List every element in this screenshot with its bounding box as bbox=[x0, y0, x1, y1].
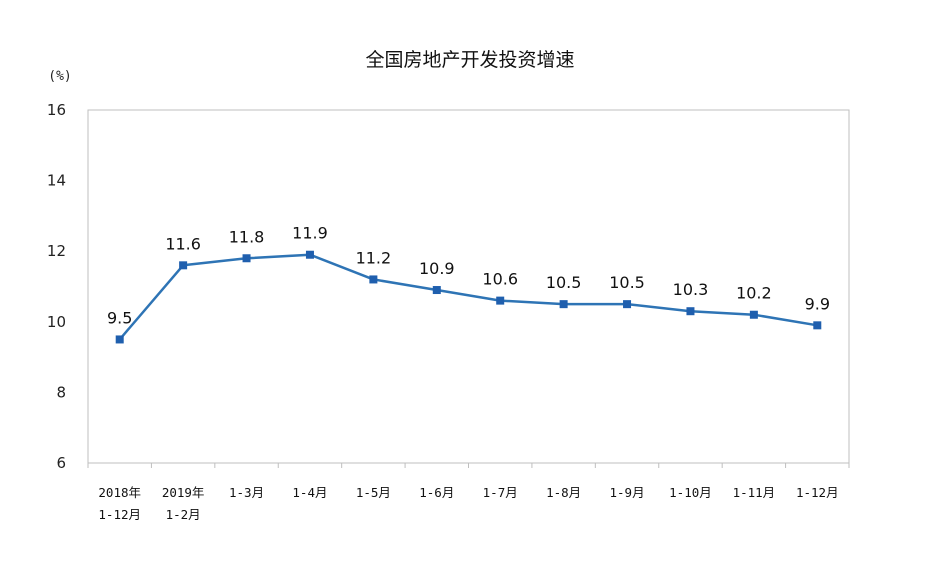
x-tick-label: 1-4月 bbox=[292, 485, 327, 500]
x-tick-label: 1-11月 bbox=[733, 485, 776, 500]
chart-title: 全国房地产开发投资增速 bbox=[365, 49, 574, 71]
x-tick-label: 1-5月 bbox=[356, 485, 391, 500]
data-point-marker bbox=[179, 261, 188, 270]
y-tick-label: 10 bbox=[47, 313, 66, 331]
data-label: 10.9 bbox=[419, 259, 455, 278]
data-point-marker bbox=[115, 335, 124, 344]
x-tick-label: 1-8月 bbox=[546, 485, 581, 500]
y-tick-label: 8 bbox=[56, 383, 66, 401]
data-point-marker bbox=[559, 300, 568, 309]
data-label: 9.9 bbox=[805, 294, 830, 313]
y-tick-label: 16 bbox=[47, 101, 66, 119]
x-tick-label: 1-7月 bbox=[483, 485, 518, 500]
data-label: 10.2 bbox=[736, 284, 772, 303]
x-tick-label: 1-12月 bbox=[98, 507, 141, 522]
data-point-marker bbox=[496, 296, 505, 305]
data-label: 11.2 bbox=[356, 248, 392, 267]
data-point-marker bbox=[686, 307, 695, 316]
series-group bbox=[115, 250, 822, 344]
data-point-marker bbox=[432, 286, 441, 295]
data-labels-group: 9.5 11.6 11.8 11.9 11.2 10.9 10.6 10.5 10.5 10.3 1… bbox=[107, 224, 830, 328]
data-label: 11.9 bbox=[292, 224, 328, 243]
series-line bbox=[118, 253, 818, 341]
x-tick-label: 1-2月 bbox=[166, 507, 201, 522]
x-tick-label: 1-3月 bbox=[229, 485, 264, 500]
y-axis-ticks: 6 8 10 12 14 16 bbox=[47, 101, 66, 472]
data-label: 10.3 bbox=[673, 280, 709, 299]
data-point-marker bbox=[305, 250, 314, 259]
data-point-marker bbox=[369, 275, 378, 284]
x-axis-ticks: 2018年 1-12月 2019年 1-2月 1-3月 1-4月 1-5月 1-6月 1-7月 1… bbox=[87, 463, 850, 522]
data-label: 11.6 bbox=[165, 234, 201, 253]
data-point-marker bbox=[749, 310, 758, 319]
data-point-marker bbox=[813, 321, 822, 330]
data-label: 9.5 bbox=[107, 308, 132, 327]
x-tick-label: 2019年 bbox=[162, 485, 205, 500]
data-label: 11.8 bbox=[229, 227, 265, 246]
data-point-marker bbox=[242, 254, 251, 263]
data-label: 10.5 bbox=[609, 273, 645, 292]
x-tick-label: 1-9月 bbox=[610, 485, 645, 500]
y-tick-label: 14 bbox=[47, 172, 66, 190]
plot-area-border bbox=[87, 109, 850, 464]
x-tick-label: 1-12月 bbox=[796, 485, 839, 500]
y-axis-unit: (%) bbox=[48, 69, 71, 84]
data-label: 10.6 bbox=[482, 270, 518, 289]
y-tick-label: 12 bbox=[47, 242, 66, 260]
x-tick-label: 1-10月 bbox=[669, 485, 712, 500]
x-tick-label: 2018年 bbox=[98, 485, 141, 500]
x-tick-label: 1-6月 bbox=[419, 485, 454, 500]
data-label: 10.5 bbox=[546, 273, 582, 292]
y-tick-label: 6 bbox=[56, 454, 66, 472]
data-point-marker bbox=[623, 300, 632, 309]
